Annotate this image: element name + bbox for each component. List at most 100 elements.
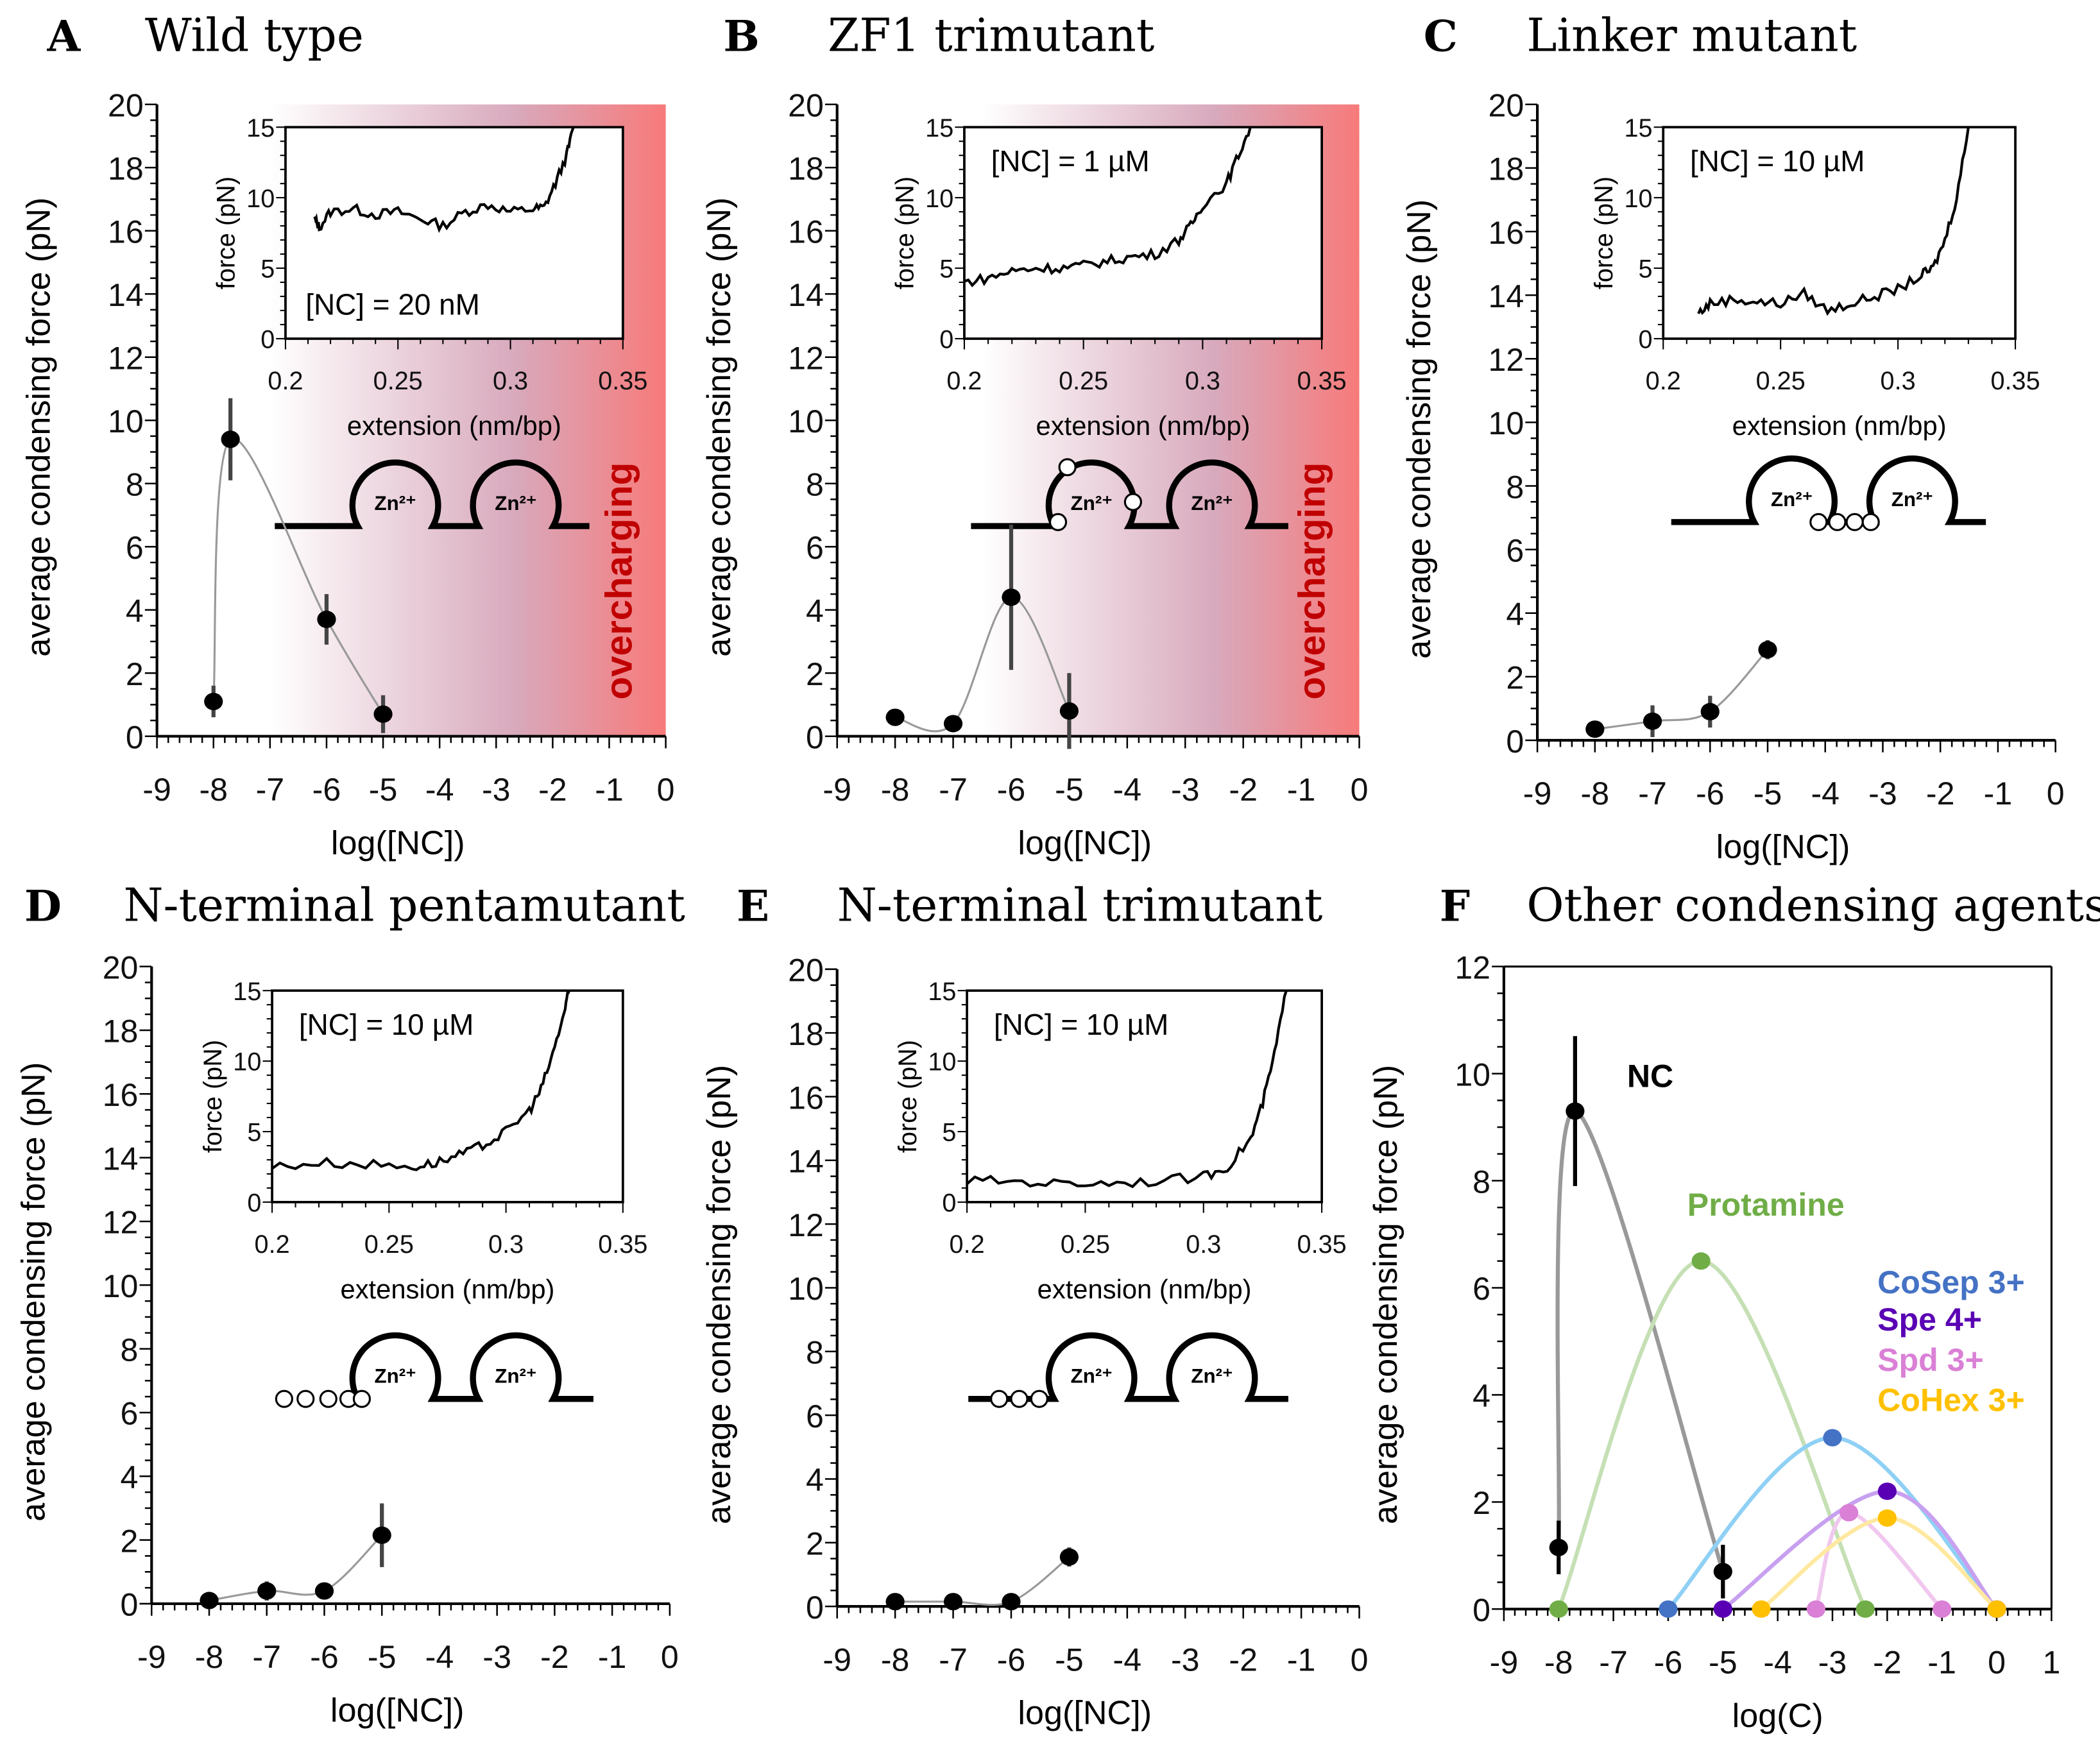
x-tick-label: 0	[657, 772, 675, 808]
data-point	[1566, 1102, 1585, 1120]
panel-title: Other condensing agents	[1526, 879, 2100, 932]
y-tick-label: 0	[806, 1590, 824, 1626]
y-tick-label: 10	[1455, 1057, 1490, 1092]
x-tick-label: -7	[252, 1639, 281, 1675]
inset-x-axis-title: extension (nm/bp)	[1732, 411, 1947, 441]
overcharging-label: overcharging	[599, 463, 640, 700]
data-point	[1643, 712, 1662, 730]
y-tick-label: 12	[788, 1207, 824, 1243]
series-data	[1585, 640, 1777, 738]
protein-backbone	[971, 459, 1288, 529]
x-tick-label: -2	[1873, 1644, 1902, 1680]
mutation-site-marker	[1058, 458, 1077, 477]
y-tick-label: 16	[788, 214, 824, 250]
x-tick-label: -1	[1287, 772, 1316, 808]
overcharging-label: overcharging	[1291, 463, 1333, 700]
y-tick-label: 20	[108, 88, 144, 124]
zinc-finger-label: Zn²⁺	[374, 1365, 416, 1388]
panel-title: Linker mutant	[1526, 8, 1857, 62]
x-tick-label: -4	[1763, 1644, 1792, 1680]
inset-y-tick-label: 0	[247, 1189, 261, 1218]
y-tick-label: 18	[108, 151, 144, 187]
mutation-site-marker	[319, 1389, 337, 1408]
series-data	[885, 1547, 1079, 1611]
x-tick-label: -3	[1868, 776, 1897, 812]
inset-concentration-label: [NC] = 10 µM	[1690, 144, 1865, 178]
inset-x-tick-label: 0.2	[946, 367, 982, 395]
inset-concentration-label: [NC] = 10 µM	[299, 1008, 474, 1041]
x-tick-label: 0	[1351, 1642, 1369, 1678]
y-axis-title: average condensing force (pN)	[1401, 200, 1438, 659]
data-point	[1987, 1600, 2006, 1618]
panel-d: D N-terminal pentamutant 0 2 4 6 8 10 12 14 16 18 20…	[15, 879, 685, 1729]
x-axis-title: log(C)	[1732, 1697, 1823, 1735]
mutation-site-marker	[1828, 513, 1847, 531]
x-tick-label: -7	[1599, 1644, 1628, 1680]
y-tick-label: 14	[103, 1141, 139, 1177]
y-tick-label: 14	[788, 1144, 824, 1180]
x-tick-label: -6	[312, 772, 341, 808]
inset-x-axis-title: extension (nm/bp)	[1037, 1274, 1252, 1304]
fit-curve	[1555, 1109, 1725, 1572]
zinc-finger-label: Zn²⁺	[495, 1365, 536, 1388]
inset-y-tick-label: 5	[1638, 255, 1652, 284]
legend-label: CoSep 3+	[1877, 1264, 2025, 1300]
inset-x-tick-label: 0.3	[493, 367, 528, 395]
inset-force-trace	[964, 126, 1252, 287]
inset-frame	[963, 126, 1323, 340]
inset-x-tick-label: 0.25	[1059, 367, 1108, 395]
x-tick-label: -6	[1654, 1644, 1683, 1680]
data-point	[885, 708, 905, 726]
inset-concentration-label: [NC] = 20 nM	[305, 287, 480, 321]
zinc-finger-label: Zn²⁺	[1191, 492, 1233, 514]
inset-x-tick-label: 0.3	[1881, 367, 1916, 395]
series-data	[204, 398, 393, 733]
inset-x-tick-label: 0.25	[364, 1230, 414, 1259]
inset-y-tick-label: 5	[939, 255, 953, 284]
y-tick-label: 16	[1489, 215, 1524, 251]
data-point	[314, 1582, 334, 1600]
y-tick-label: 8	[1473, 1164, 1490, 1200]
x-tick-label: -4	[1811, 776, 1840, 812]
x-tick-label: -5	[1709, 1644, 1737, 1680]
inset-y-tick-label: 5	[260, 255, 275, 284]
inset-y-axis-title: force (pN)	[199, 1040, 227, 1153]
x-tick-label: -2	[1229, 1642, 1258, 1678]
inset-y-tick-label: 0	[1638, 326, 1652, 354]
y-tick-label: 2	[806, 1526, 824, 1562]
y-tick-label: 8	[126, 467, 144, 503]
y-tick-label: 0	[126, 719, 144, 755]
y-tick-label: 6	[806, 1398, 824, 1434]
x-tick-label: -3	[1171, 1642, 1200, 1678]
inset-x-tick-label: 0.35	[1297, 367, 1347, 395]
x-tick-label: -4	[1113, 772, 1142, 808]
y-tick-label: 4	[1473, 1378, 1490, 1414]
panel-letter: D	[24, 881, 62, 931]
y-tick-label: 10	[1489, 405, 1524, 441]
protein-backbone	[968, 1332, 1288, 1402]
inset-y-axis-title: force (pN)	[891, 176, 919, 289]
panel-title: ZF1 trimutant	[828, 8, 1154, 62]
y-tick-label: 14	[108, 277, 144, 313]
mutation-site-marker	[296, 1389, 315, 1408]
y-tick-label: 4	[806, 1462, 824, 1498]
data-point	[1856, 1600, 1875, 1618]
data-point	[1839, 1504, 1859, 1522]
inset-x-tick-label: 0.2	[255, 1230, 290, 1259]
data-point	[372, 1526, 391, 1544]
x-tick-label: -6	[997, 772, 1026, 808]
inset-force-trace	[313, 126, 575, 234]
y-tick-label: 14	[788, 277, 824, 313]
x-tick-label: -1	[1927, 1644, 1956, 1680]
inset-x-tick-label: 0.3	[1185, 367, 1220, 395]
y-tick-label: 8	[1506, 469, 1524, 505]
y-tick-label: 4	[126, 593, 144, 629]
inset-x-tick-label: 0.2	[1646, 367, 1681, 395]
series-nc	[1549, 1036, 1732, 1599]
data-point	[1549, 1538, 1568, 1556]
inset-chart: 0 5 10 15 0.2 0.25 0.3 0.35 extension (nm/bp) for…	[894, 978, 1347, 1304]
x-tick-label: -1	[598, 1639, 627, 1675]
y-tick-label: 14	[1489, 278, 1524, 314]
y-axis-title: average condensing force (pN)	[21, 198, 58, 657]
